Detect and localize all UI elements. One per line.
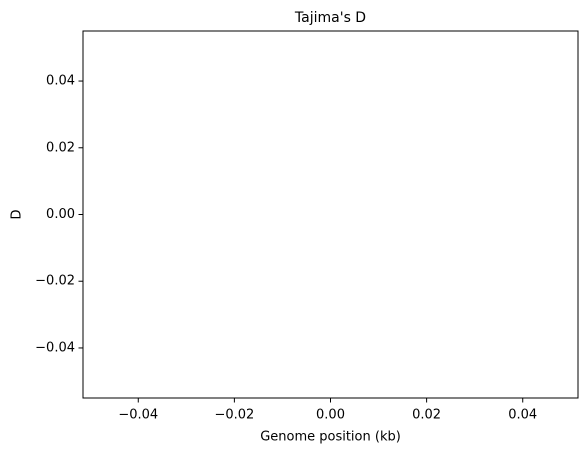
y-tick-label: 0.02 (46, 140, 75, 155)
x-tick-label: 0.00 (316, 408, 345, 423)
y-tick-label: 0.00 (46, 207, 75, 222)
y-axis-label: D (10, 209, 25, 219)
y-tick-label: 0.04 (46, 74, 75, 89)
x-tick-label: −0.04 (118, 408, 158, 423)
y-tick-label: −0.02 (35, 274, 75, 289)
plot-frame (82, 30, 579, 399)
x-axis-label: Genome position (kb) (260, 430, 401, 445)
x-tick-label: 0.04 (508, 408, 537, 423)
chart-title: Tajima's D (294, 10, 366, 26)
x-tick-label: 0.02 (412, 408, 441, 423)
x-tick-label: −0.02 (214, 408, 254, 423)
y-tick-label: −0.04 (35, 340, 75, 355)
